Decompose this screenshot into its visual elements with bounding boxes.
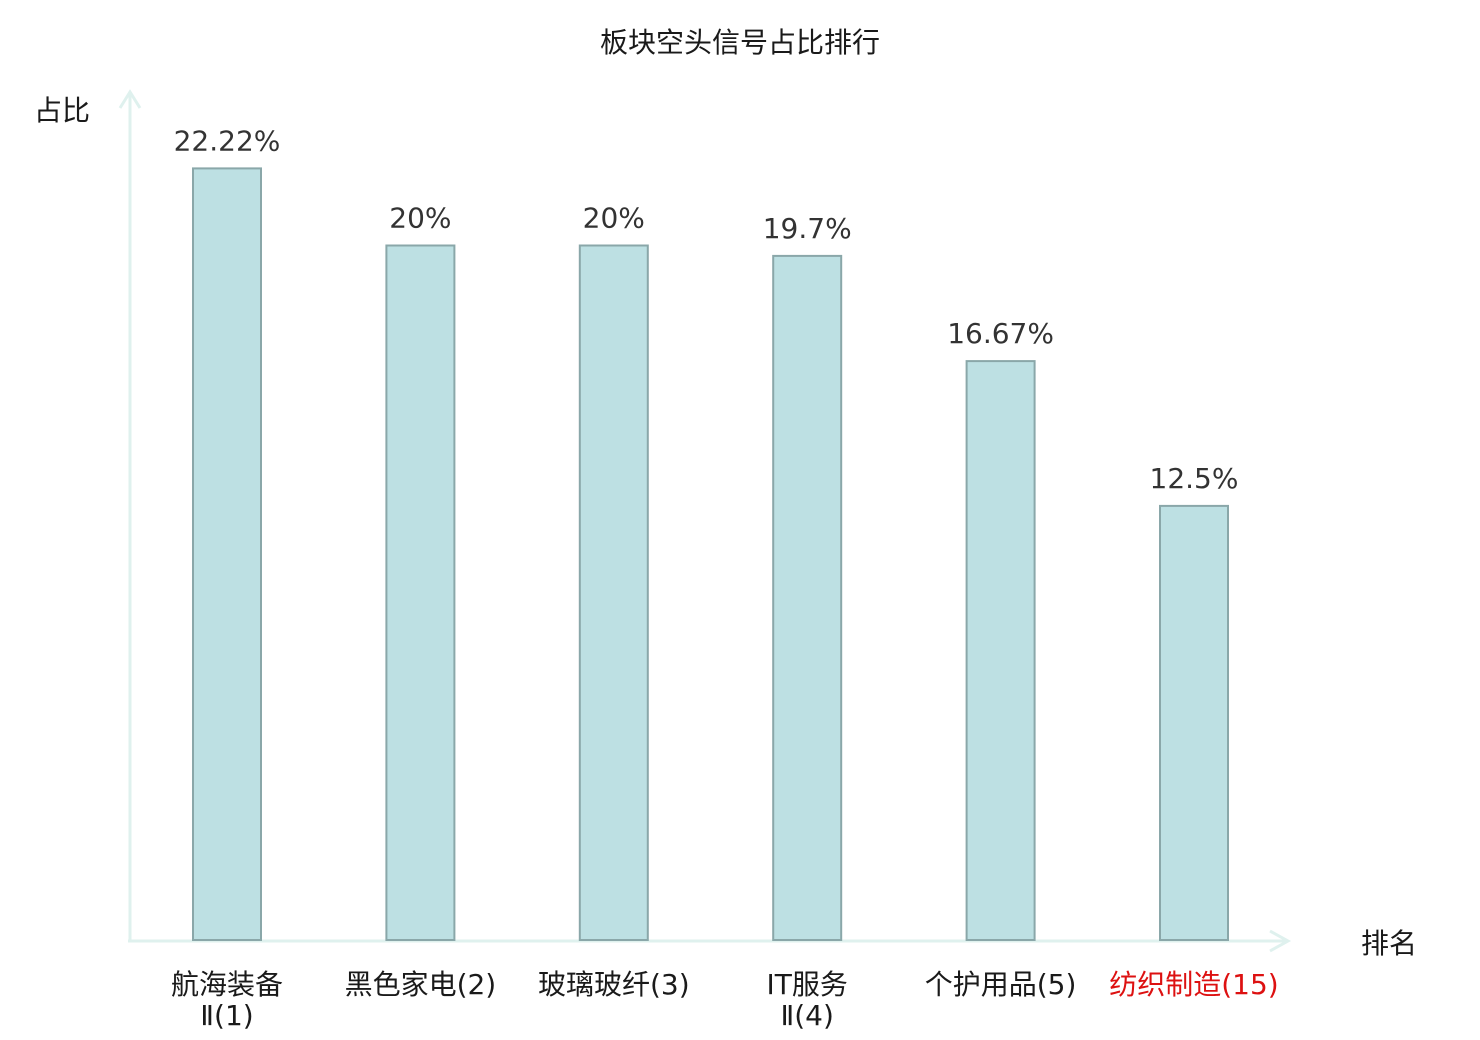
y-axis-arrow — [118, 89, 142, 109]
value-label-6: 12.5% — [1150, 462, 1239, 495]
bar-4 — [772, 254, 843, 941]
category-label-2: 黑色家电(2) — [345, 968, 497, 1001]
bars-group — [192, 167, 1229, 942]
category-label-3: 玻璃玻纤(3) — [538, 968, 690, 1001]
category-label-6: 纺织制造(15) — [1109, 968, 1278, 1001]
y-axis-label: 占比 — [34, 94, 90, 127]
bar-3 — [578, 244, 649, 941]
category-label-4: IT服务 Ⅱ(4) — [767, 968, 848, 1032]
category-labels-group: 航海装备 Ⅱ(1) 黑色家电(2) 玻璃玻纤(3) IT服务 Ⅱ(4) 个护用品(5) 纺织制… — [171, 968, 1279, 1032]
value-labels-group: 22.22% 20% 20% 19.7% 16.67% 12.5% — [174, 124, 1239, 495]
value-label-4: 19.7% — [763, 212, 852, 245]
x-axis-arrow — [1269, 929, 1292, 953]
bar-5 — [965, 360, 1036, 942]
value-label-3: 20% — [583, 202, 645, 235]
chart-title: 板块空头信号占比排行 — [600, 26, 880, 59]
bar-1 — [192, 167, 262, 941]
value-label-1: 22.22% — [174, 124, 281, 157]
x-axis-label: 排名 — [1361, 927, 1417, 960]
category-label-5: 个护用品(5) — [925, 968, 1077, 1001]
value-label-2: 20% — [389, 202, 451, 235]
bar-6 — [1159, 504, 1229, 941]
bar-2 — [385, 244, 456, 941]
category-label-1: 航海装备 Ⅱ(1) — [171, 968, 283, 1032]
value-label-5: 16.67% — [947, 317, 1054, 350]
